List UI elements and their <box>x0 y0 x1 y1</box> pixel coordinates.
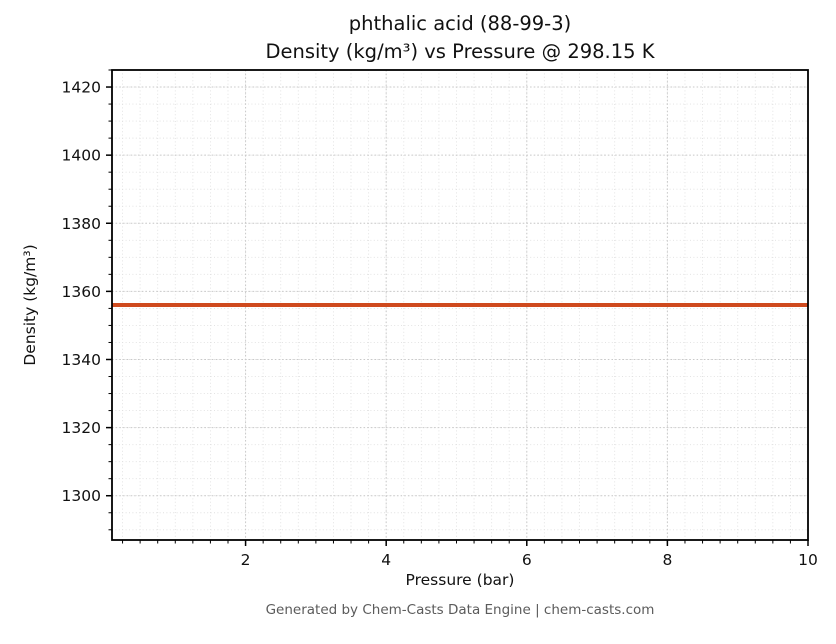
y-axis-label: Density (kg/m³) <box>21 244 39 366</box>
y-tick-label: 1320 <box>62 419 101 437</box>
x-tick-label: 8 <box>662 551 672 569</box>
y-tick-label: 1400 <box>62 147 101 165</box>
chart-title: phthalic acid (88-99-3) Density (kg/m³) … <box>112 10 808 66</box>
x-tick-label: 10 <box>798 551 818 569</box>
x-tick-label: 6 <box>522 551 532 569</box>
chart-title-line2: Density (kg/m³) vs Pressure @ 298.15 K <box>265 40 655 63</box>
footer-text: Generated by Chem-Casts Data Engine | ch… <box>265 602 655 618</box>
y-tick-label: 1380 <box>62 215 101 233</box>
chart-title-line1: phthalic acid (88-99-3) <box>348 12 572 35</box>
y-tick-label: 1360 <box>62 283 101 301</box>
y-tick-label: 1420 <box>62 79 101 97</box>
axes-spines <box>111 69 809 541</box>
x-tick-label: 2 <box>241 551 251 569</box>
x-axis-label: Pressure (bar) <box>405 571 515 589</box>
y-tick-label: 1300 <box>62 487 101 505</box>
x-tick-label: 4 <box>381 551 391 569</box>
y-tick-label: 1340 <box>62 351 101 369</box>
